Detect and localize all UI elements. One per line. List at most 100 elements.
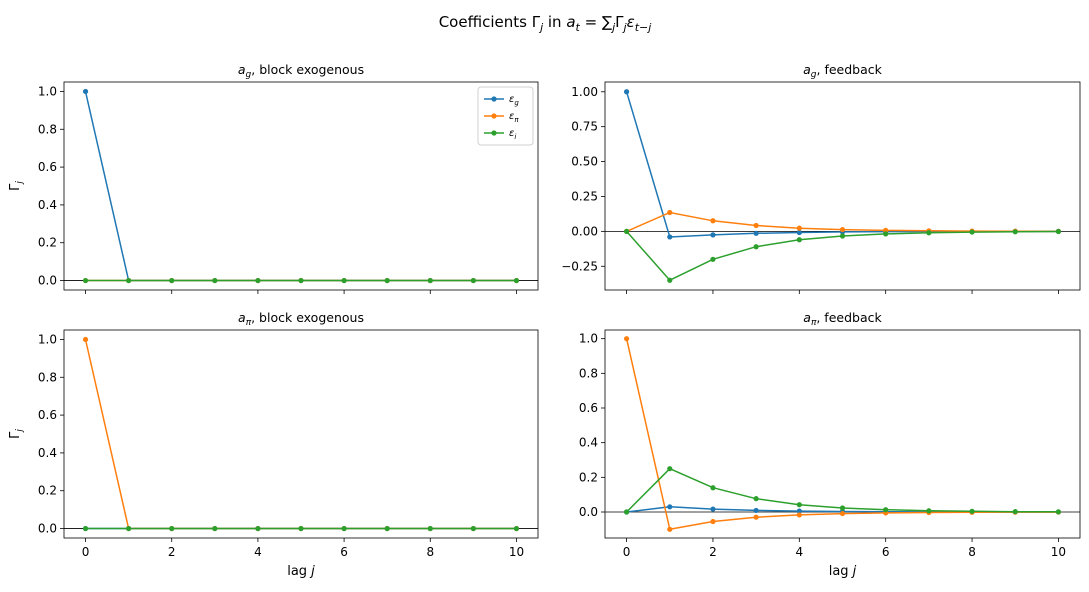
point-eps_i (926, 230, 932, 236)
point-eps_pi (753, 514, 759, 520)
point-eps_i (126, 277, 132, 284)
point-eps_i (470, 277, 476, 284)
point-eps_pi (796, 225, 802, 231)
point-eps_pi (753, 222, 759, 229)
point-eps_i (1055, 228, 1062, 235)
point-eps_i (513, 277, 520, 284)
point-eps_g (82, 88, 89, 95)
point-eps_i (753, 496, 759, 502)
point-eps_i (298, 525, 304, 532)
y-tick-label: 0.6 (38, 160, 57, 174)
point-eps_pi (82, 336, 89, 343)
point-eps_pi (796, 512, 802, 518)
panel-title: aπ, feedback (803, 310, 882, 328)
figure-title: Coefficients Γj in at = ∑jΓjεt−j (439, 13, 653, 34)
point-eps_i (298, 277, 304, 284)
point-eps_g (753, 507, 759, 514)
y-tick-label: 0.25 (571, 189, 598, 203)
point-eps_g (667, 504, 673, 510)
y-tick-label: 0.4 (38, 446, 57, 460)
point-eps_i (82, 525, 89, 532)
point-eps_i (667, 277, 673, 283)
y-tick-label: 0.75 (571, 120, 598, 134)
panel-top-right: −0.25 0.00 0.25 0.50 0.75 1.00 ag, feedback (561, 62, 1081, 294)
x-tick-label: 2 (168, 545, 176, 559)
panel-top-left: 0.0 0.2 0.4 0.6 0.8 1.0 ag, block exogenous Γj (8, 62, 539, 294)
y-tick-label: −0.25 (561, 259, 598, 273)
point-eps_pi (710, 218, 716, 224)
legend-marker-eps_i (491, 130, 497, 136)
legend-marker-eps_g (491, 96, 497, 102)
point-eps_g (796, 229, 802, 236)
x-tick-label: 6 (882, 545, 890, 559)
x-tick-label: 10 (509, 545, 524, 559)
y-tick-label: 0.4 (38, 198, 57, 212)
panel-title: ag, feedback (803, 62, 883, 80)
panel-bottom-left: 0 2 4 6 8 10 0.0 0.2 0.4 0.6 0.8 1.0 aπ, block exoge… (8, 310, 539, 579)
point-eps_i (513, 525, 520, 532)
point-eps_i (169, 525, 175, 532)
x-axis-label: lag j (829, 564, 857, 579)
point-eps_i (169, 277, 175, 284)
y-tick-label: 0.0 (38, 522, 57, 536)
panel-bottom-right: 0 2 4 6 8 10 0.0 0.2 0.4 0.6 0.8 1.0 aπ, feedback lag… (579, 310, 1081, 579)
point-eps_pi (623, 336, 630, 342)
y-tick-label: 0.6 (579, 401, 598, 415)
x-tick-label: 0 (623, 545, 631, 559)
legend-marker-eps_pi (491, 113, 497, 119)
point-eps_pi (710, 518, 716, 525)
point-eps_i (384, 525, 390, 532)
point-eps_i (710, 485, 716, 491)
legend-label-eps_pi: επ (509, 111, 519, 124)
point-eps_pi (839, 510, 846, 517)
point-eps_g (710, 506, 716, 512)
point-eps_i (341, 525, 347, 532)
point-eps_g (753, 230, 759, 236)
point-eps_i (623, 228, 630, 234)
point-eps_i (796, 502, 802, 508)
point-eps_i (839, 233, 846, 239)
point-eps_i (341, 277, 347, 284)
point-eps_g (623, 89, 630, 95)
point-eps_i (126, 525, 132, 532)
x-tick-label: 4 (254, 545, 262, 559)
legend-label-eps_i: εi (509, 128, 516, 141)
panel-title: ag, block exogenous (238, 62, 364, 80)
x-tick-label: 6 (340, 545, 348, 559)
x-tick-label: 10 (1051, 545, 1066, 559)
y-tick-label: 0.50 (571, 155, 598, 169)
x-tick-label: 4 (795, 545, 803, 559)
point-eps_i (969, 229, 975, 235)
y-tick-label: 1.00 (571, 85, 598, 99)
y-axis-label: Γj (8, 429, 25, 439)
series-line-eps_pi (625, 338, 1059, 531)
point-eps_i (926, 508, 932, 514)
point-eps_i (883, 507, 889, 513)
y-tick-label: 1.0 (579, 332, 598, 346)
point-eps_i (427, 525, 433, 532)
point-eps_i (384, 277, 390, 284)
point-eps_i (1055, 509, 1062, 515)
axes-frame (604, 329, 1081, 539)
x-tick-label: 8 (426, 545, 434, 559)
x-tick-label: 0 (82, 545, 90, 559)
point-eps_i (969, 508, 975, 514)
series-line-eps_pi (84, 339, 517, 530)
point-eps_i (470, 525, 476, 532)
point-eps_i (212, 525, 218, 532)
point-eps_g (667, 234, 673, 240)
point-eps_i (623, 509, 630, 515)
y-tick-label: 0.2 (579, 470, 598, 484)
series-line-eps_g (625, 91, 1059, 238)
y-tick-label: 0.6 (38, 408, 57, 422)
x-tick-label: 8 (968, 545, 976, 559)
point-eps_i (1012, 509, 1018, 515)
y-tick-label: 0.2 (38, 484, 57, 498)
y-tick-label: 1.0 (38, 84, 57, 98)
y-tick-label: 1.0 (38, 332, 57, 346)
axes-frame (604, 81, 1081, 291)
point-eps_g (710, 232, 716, 238)
point-eps_i (212, 277, 218, 284)
point-eps_pi (839, 226, 846, 233)
